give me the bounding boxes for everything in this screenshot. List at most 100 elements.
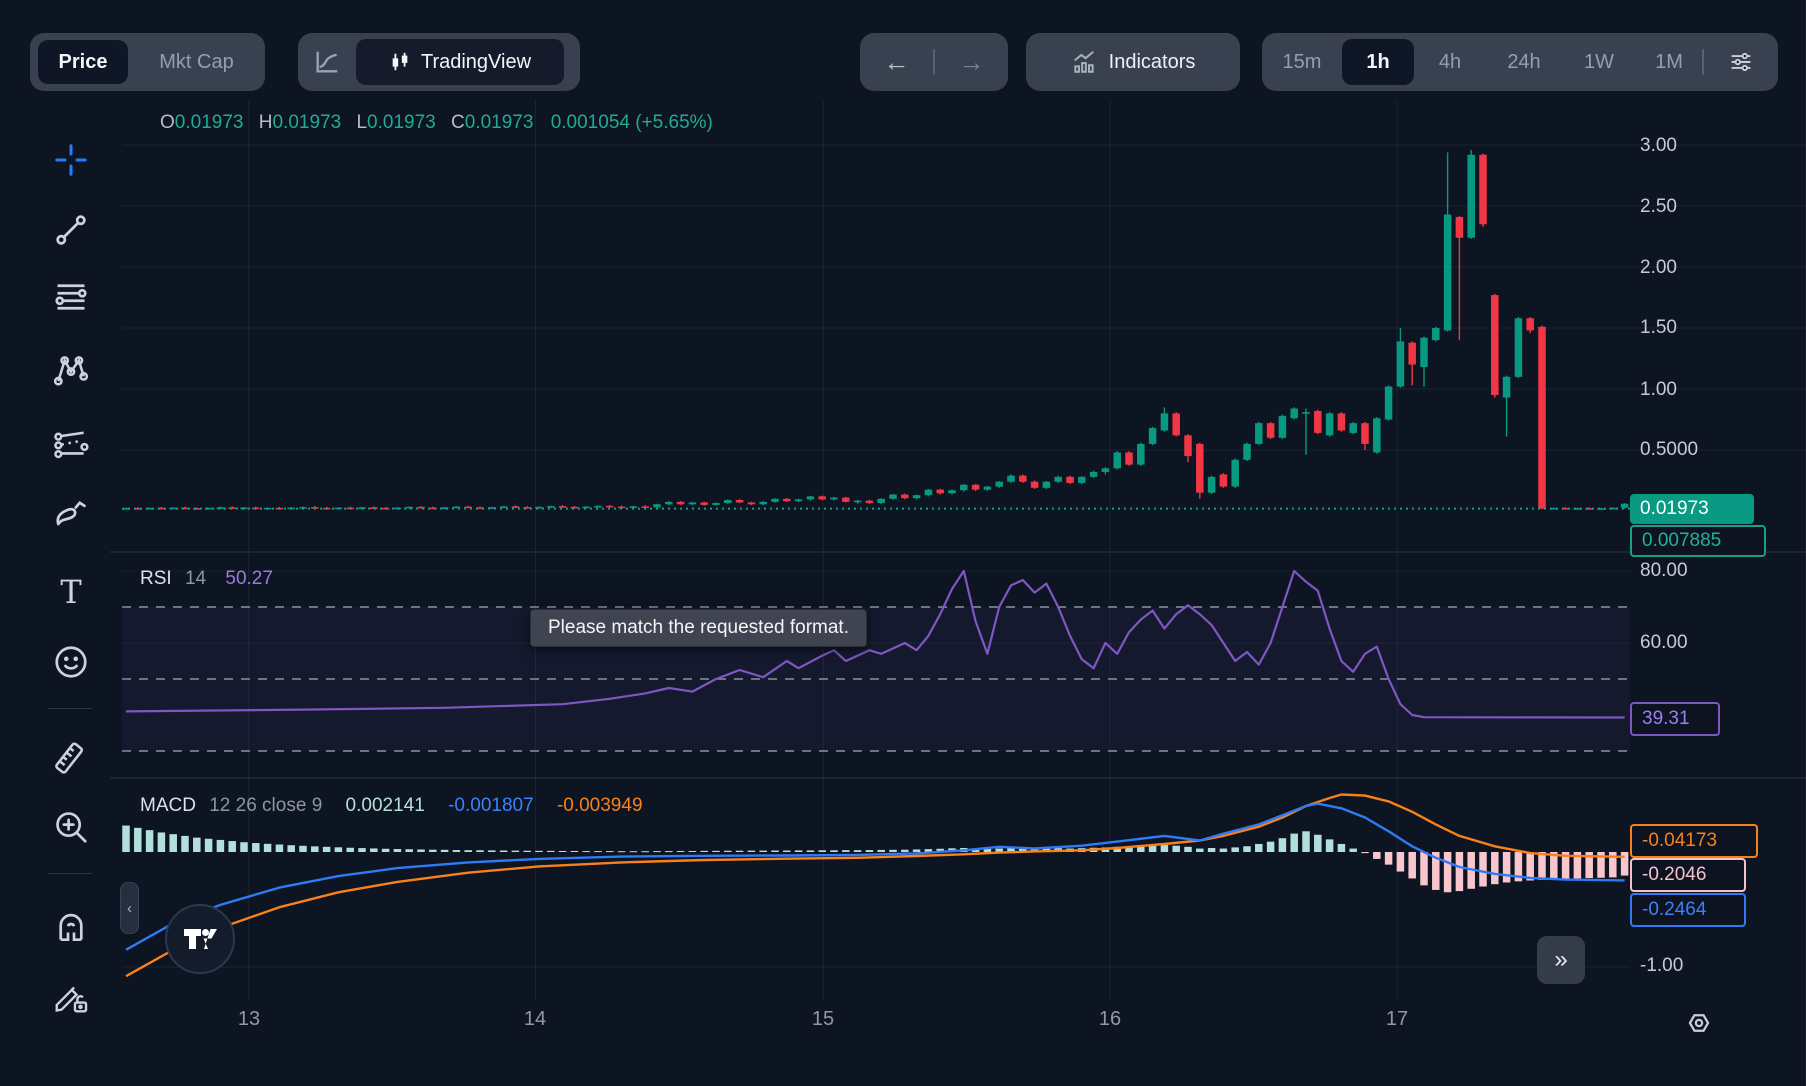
- last-price-badge: 0.01973: [1630, 494, 1754, 524]
- rsi-tick-80: 80.00: [1640, 560, 1688, 581]
- trendline-icon: [56, 215, 86, 245]
- timeframe-15m[interactable]: 15m: [1282, 50, 1322, 73]
- axis-settings-button[interactable]: [1682, 1006, 1716, 1045]
- price-tick-2: 2.00: [1640, 257, 1677, 278]
- macd-line-badge: -0.2464: [1630, 893, 1746, 927]
- collapse-toolbar-button[interactable]: ‹: [120, 882, 139, 934]
- price-tick-2_5: 2.50: [1640, 196, 1677, 217]
- brush-tool[interactable]: [52, 494, 90, 532]
- pattern-tool[interactable]: [52, 351, 90, 389]
- price-toggle-label: Price: [58, 50, 108, 73]
- xabcd-pattern-icon: [53, 356, 89, 386]
- rsi-period: 14: [184, 568, 207, 589]
- timeframe-divider: [1702, 49, 1704, 75]
- validation-tooltip: Please match the requested format.: [530, 609, 867, 647]
- rsi-name: RSI: [140, 568, 172, 589]
- rsi-level-lines: [122, 606, 1630, 752]
- macd-params: 12 26 close 9: [209, 795, 323, 816]
- timeframe-24h[interactable]: 24h: [1507, 50, 1541, 73]
- crosshair-tool[interactable]: [52, 141, 90, 179]
- macd-signal-line: [125, 793, 1625, 978]
- emoji-tool[interactable]: [52, 643, 90, 681]
- interval-settings-button[interactable]: [1704, 49, 1778, 75]
- x-label-14: 14: [523, 1008, 547, 1030]
- text-tool[interactable]: T: [52, 573, 90, 611]
- rsi-value-badge-text: 39.31: [1642, 708, 1690, 729]
- nav-arrows: ← →: [860, 33, 1008, 91]
- macd-main-line: [125, 802, 1625, 951]
- x-label-15: 15: [811, 1008, 835, 1030]
- macd-signal-value: -0.003949: [556, 795, 643, 816]
- rsi-line: [125, 569, 1625, 719]
- timeframe-1h[interactable]: 1h: [1342, 39, 1414, 85]
- scroll-right-button[interactable]: »: [1537, 936, 1585, 984]
- secondary-price-badge: 0.007885: [1630, 525, 1766, 557]
- rsi-legend[interactable]: RSI 14 50.27: [140, 568, 273, 590]
- high-key: H: [258, 112, 273, 133]
- x-label-17: 17: [1385, 1008, 1409, 1030]
- trendline-tool[interactable]: [52, 211, 90, 249]
- open-key: O: [160, 112, 175, 133]
- line-chart-icon[interactable]: [298, 43, 356, 81]
- indicators-icon: [1073, 51, 1094, 73]
- price-toggle-button[interactable]: Price: [38, 40, 128, 84]
- close-key: C: [451, 112, 465, 133]
- zoom-in-icon: [56, 812, 87, 843]
- back-arrow-button[interactable]: ←: [883, 46, 910, 77]
- tradingview-watermark: [165, 904, 235, 974]
- price-mktcap-toggle: Price Mkt Cap: [30, 33, 265, 91]
- rsi-value: 50.27: [225, 568, 273, 589]
- drawing-lock-tool[interactable]: [52, 978, 90, 1016]
- macd-legend[interactable]: MACD 12 26 close 9 0.002141 -0.001807 -0…: [140, 795, 643, 817]
- chevron-left-icon: ‹: [127, 899, 132, 917]
- indicators-button[interactable]: Indicators: [1026, 33, 1240, 91]
- chart-source-toggle: TradingView: [298, 33, 580, 91]
- sliders-icon: [1731, 52, 1751, 72]
- macd-line-value: -0.001807: [448, 795, 534, 816]
- projection-tool[interactable]: [52, 424, 90, 462]
- measure-tool[interactable]: [52, 740, 90, 778]
- forward-arrow-button[interactable]: →: [958, 46, 985, 77]
- x-label-16: 16: [1098, 1008, 1122, 1030]
- fib-retracement-icon: [55, 284, 87, 310]
- macd-signal-badge-text: -0.04173: [1642, 830, 1718, 851]
- crosshair-icon: [55, 144, 87, 176]
- tradingview-toggle-button[interactable]: TradingView: [356, 39, 564, 85]
- smiley-icon: [55, 646, 87, 678]
- tradingview-toggle-label: TradingView: [420, 50, 532, 73]
- candlestick-icon: [392, 52, 408, 71]
- magnet-tool[interactable]: [52, 908, 90, 946]
- gear-icon: [1688, 1014, 1710, 1032]
- mktcap-toggle-button[interactable]: Mkt Cap: [128, 51, 265, 74]
- x-label-13: 13: [237, 1008, 261, 1030]
- chevron-double-right-icon: »: [1554, 946, 1568, 973]
- timeframe-4h[interactable]: 4h: [1438, 50, 1462, 73]
- pencil-lock-icon: [55, 986, 88, 1013]
- high-value: 0.01973: [272, 112, 342, 133]
- timeframe-1w[interactable]: 1W: [1584, 50, 1614, 73]
- macd-signal-badge: -0.04173: [1630, 824, 1758, 858]
- rsi-tick-60: 60.00: [1640, 632, 1688, 653]
- zoom-in-tool[interactable]: [52, 808, 90, 846]
- indicators-label: Indicators: [1108, 50, 1196, 73]
- timeframe-1m[interactable]: 1M: [1655, 50, 1683, 73]
- sidebar-divider-1: [48, 708, 92, 709]
- close-value: 0.01973: [464, 112, 534, 133]
- candlestick-series: [122, 149, 1629, 510]
- rsi-value-badge: 39.31: [1630, 702, 1720, 736]
- macd-histogram: [122, 825, 1629, 893]
- projection-icon: [54, 431, 89, 459]
- price-tick-1: 1.00: [1640, 379, 1677, 400]
- macd-line-badge-text: -0.2464: [1642, 899, 1707, 920]
- timeframe-group: 15m 1h 4h 24h 1W 1M: [1262, 33, 1778, 91]
- macd-tick-minus1: -1.00: [1640, 955, 1684, 976]
- text-tool-icon: T: [60, 573, 82, 611]
- ohlc-legend: O0.01973 H0.01973 L0.01973 C0.01973 0.00…: [160, 112, 713, 134]
- secondary-price-badge-text: 0.007885: [1642, 530, 1722, 551]
- macd-hist-badge: -0.2046: [1630, 858, 1746, 892]
- low-key: L: [356, 112, 368, 133]
- ruler-icon: [55, 742, 84, 774]
- fib-retracement-tool[interactable]: [52, 278, 90, 316]
